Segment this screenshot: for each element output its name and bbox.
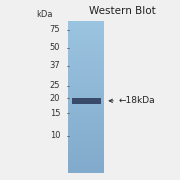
Text: ←18kDa: ←18kDa [109, 96, 155, 105]
Text: kDa: kDa [37, 10, 53, 19]
Text: 75: 75 [50, 25, 60, 34]
Text: 15: 15 [50, 109, 60, 118]
Bar [72, 98, 101, 104]
Text: 50: 50 [50, 43, 60, 52]
Text: 37: 37 [50, 61, 60, 70]
Text: 10: 10 [50, 131, 60, 140]
Text: 25: 25 [50, 81, 60, 90]
Text: Western Blot: Western Blot [89, 6, 156, 16]
Text: 20: 20 [50, 94, 60, 103]
